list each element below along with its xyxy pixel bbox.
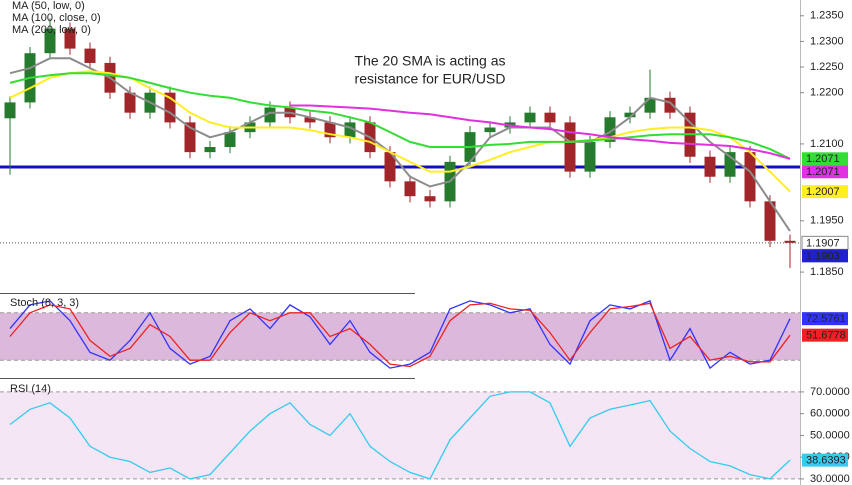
price-tag: [802, 453, 848, 467]
candle-body: [544, 112, 556, 123]
legend-entry: MA (200, low, 0): [12, 24, 91, 36]
series-line: [290, 104, 791, 160]
price-tag-label: 1.1907: [806, 237, 840, 249]
y-tick-label: 60.0000: [810, 408, 850, 420]
price-tag-label: 1.2071: [806, 166, 840, 178]
candle-body: [424, 196, 436, 202]
level-band: [0, 391, 800, 479]
candle-body: [584, 141, 596, 172]
candle-body: [4, 102, 16, 119]
price-tag: [802, 249, 848, 263]
y-tick-label: 1.1850: [810, 266, 844, 278]
candle-body: [124, 92, 136, 113]
series-line: [9, 302, 791, 368]
panel-title: RSI (14): [10, 383, 51, 395]
candle-body: [164, 92, 176, 123]
candle-body: [744, 152, 756, 202]
candle-body: [204, 147, 216, 153]
y-tick-label: 30.0000: [810, 473, 850, 485]
annotation: resistance for EUR/USD: [355, 71, 506, 87]
price-tag-label: 51.6778: [806, 330, 846, 342]
price-tag-label: 1.2007: [806, 186, 840, 198]
candle-body: [64, 28, 76, 49]
candle-body: [604, 117, 616, 142]
candle-body: [704, 156, 716, 177]
candle-body: [624, 112, 636, 118]
y-tick-label: 1.2100: [810, 138, 844, 150]
y-tick-label: 1.2200: [810, 87, 844, 99]
y-tick-label: 1.2300: [810, 35, 844, 47]
candle-body: [224, 132, 236, 147]
candle-body: [324, 122, 336, 138]
y-tick-label: 1.2250: [810, 61, 844, 73]
price-tag-label: 38.6393: [806, 455, 846, 467]
series-line: [9, 70, 791, 193]
price-tag: [802, 165, 848, 179]
price-tag: [802, 185, 848, 199]
candle-body: [384, 152, 396, 182]
candle-body: [524, 112, 536, 123]
price-tag-label: 72.5761: [806, 313, 846, 325]
candle-body: [564, 122, 576, 172]
price-tag: [802, 328, 848, 342]
candle-body: [84, 48, 96, 63]
candle-body: [644, 97, 656, 113]
price-tag: [802, 152, 848, 166]
candle-body: [264, 107, 276, 123]
candle-body: [724, 152, 736, 177]
candle-body: [44, 28, 56, 54]
candle-body: [484, 127, 496, 133]
legend-entry: MA (100, close, 0): [12, 12, 101, 24]
candle-body: [404, 181, 416, 197]
y-tick-label: 1.1950: [810, 215, 844, 227]
panel-title: Stoch (8, 3, 3): [10, 297, 79, 309]
series-line: [9, 300, 791, 370]
series-line: [9, 57, 791, 232]
level-band: [0, 312, 800, 361]
series-line: [9, 72, 791, 160]
legend-entry: MA (50, low, 0): [12, 0, 85, 12]
price-tag-label: 1.2071: [806, 153, 840, 165]
y-tick-label: 1.2350: [810, 10, 844, 22]
series-line: [9, 391, 791, 480]
candle-body: [764, 201, 776, 241]
candle-body: [184, 122, 196, 153]
y-tick-label: 70.0000: [810, 386, 850, 398]
price-tag-label: 1.1903: [806, 250, 840, 262]
candle-body: [784, 240, 796, 243]
price-tag: [802, 312, 848, 326]
annotation: The 20 SMA is acting as: [355, 53, 506, 69]
y-tick-label: 50.0000: [810, 429, 850, 441]
candle-body: [304, 117, 316, 123]
candle-body: [664, 97, 676, 113]
candle-body: [344, 122, 356, 138]
